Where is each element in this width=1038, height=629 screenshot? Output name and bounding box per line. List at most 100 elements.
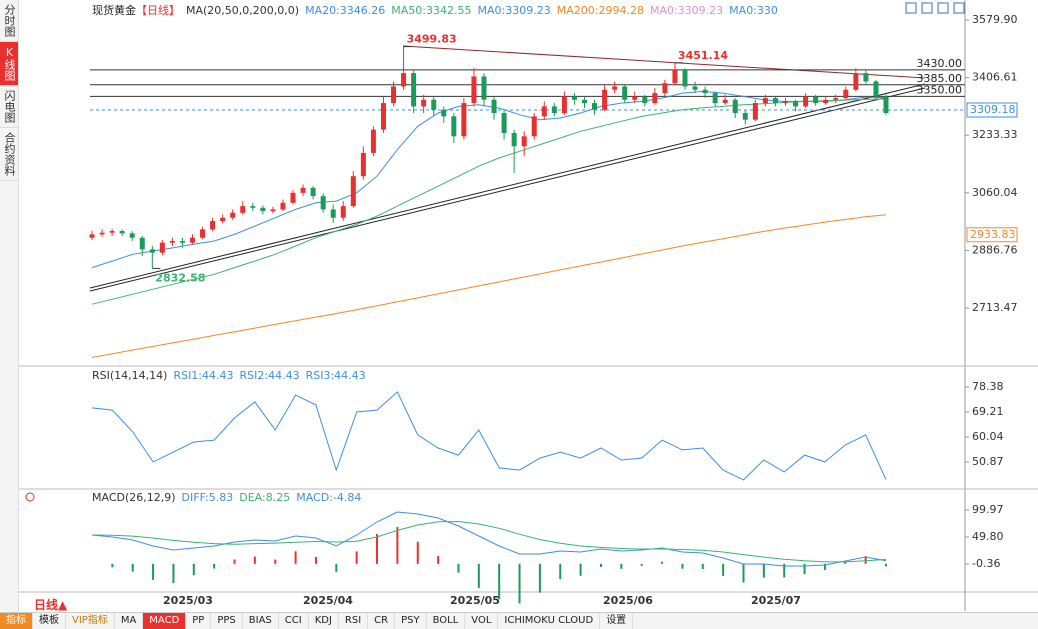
y-tick-label: 69.21	[972, 405, 1004, 418]
line-series	[91, 90, 887, 269]
chart: 3579.90 3406.61 3233.33 3060.04 2886.76 2713.…	[19, 0, 1038, 611]
icon[interactable]	[953, 2, 965, 14]
toolbar-tab[interactable]: PSY	[395, 613, 427, 629]
x-tick-label: 2025/07	[751, 594, 801, 607]
extreme-label: 3499.83	[407, 33, 457, 46]
indicator-toolbar: 指标 模板 VIP指标 MA MACD PP PPS BIAS CCI KDJ RSI CR PSY BO…	[0, 612, 1038, 629]
candle-body	[652, 93, 658, 104]
legend-item: DEA:8.25	[239, 491, 291, 504]
trend-line	[89, 87, 926, 292]
candle-body	[391, 86, 397, 104]
candle-body	[320, 196, 326, 210]
candle-body	[431, 99, 437, 110]
candle-body	[511, 132, 517, 147]
sidebar-tab[interactable]: K线图	[0, 42, 18, 86]
candle-body	[441, 109, 447, 117]
candle-body	[883, 96, 889, 114]
legend-item: MACD(26,12,9)	[92, 491, 176, 504]
candle-body	[853, 73, 859, 90]
candle-body	[380, 103, 386, 130]
candle-body	[501, 113, 507, 133]
candle-body	[772, 98, 778, 104]
toolbar-tab[interactable]: CCI	[279, 613, 309, 629]
candle-body	[330, 209, 336, 218]
candle-body	[833, 98, 839, 100]
icon[interactable]	[937, 2, 949, 14]
price-tag-label: 2933.83	[970, 228, 1016, 241]
toolbar-tab[interactable]: CR	[368, 613, 396, 629]
level-label: 3350.00	[917, 83, 963, 96]
toolbar-tab[interactable]: BOLL	[427, 613, 466, 629]
toolbar-tab[interactable]: MACD	[143, 613, 187, 629]
candle-body	[632, 96, 638, 100]
candle-body	[491, 99, 497, 114]
candle-body	[481, 76, 487, 100]
candle-body	[782, 101, 788, 104]
legend-item: RSI1:44.43	[173, 369, 234, 382]
candle-body	[471, 76, 477, 104]
toolbar-tab[interactable]: MA	[115, 613, 144, 629]
legend-item: MA20:3346.26	[305, 4, 386, 17]
candle-body	[803, 96, 809, 107]
candle-body	[210, 221, 216, 230]
toolbar-tab[interactable]: 指标	[0, 613, 33, 629]
toolbar-tab[interactable]: PP	[186, 613, 212, 629]
toolbar-icons[interactable]	[905, 2, 965, 14]
level-label: 3430.00	[917, 57, 963, 70]
candle-body	[290, 192, 296, 203]
candle-body	[89, 234, 95, 238]
toolbar-tab[interactable]: ICHIMOKU CLOUD	[498, 613, 601, 629]
candle-body	[813, 96, 819, 104]
x-tick-label: 2025/03	[163, 594, 213, 607]
period-label: 【日线】	[136, 4, 180, 17]
price-tag	[966, 227, 1018, 243]
candle-body	[551, 106, 557, 114]
y-tick-label: 78.38	[972, 380, 1004, 393]
candle-body	[220, 217, 226, 222]
candle-body	[109, 231, 115, 233]
legend-item: MA0:3309.23	[477, 4, 551, 17]
y-tick-label: 49.80	[972, 530, 1004, 543]
candle-body	[310, 187, 316, 197]
toolbar-tab[interactable]: KDJ	[309, 613, 339, 629]
candle-body	[672, 69, 678, 84]
toolbar-tab[interactable]: RSI	[339, 613, 369, 629]
toolbar-tab[interactable]: VIP指标	[66, 613, 115, 629]
candle-body	[732, 99, 738, 114]
candle-body	[360, 152, 366, 177]
candle-body	[823, 99, 829, 104]
candle-body	[370, 129, 376, 153]
candle-body	[411, 73, 417, 107]
extreme-label: 2832.58	[155, 271, 205, 284]
toolbar-tab[interactable]: 设置	[600, 613, 634, 629]
period-selector[interactable]: 日线▲	[34, 598, 68, 612]
toolbar-tab[interactable]: 模板	[33, 613, 66, 629]
candle-body	[260, 207, 266, 212]
sidebar-tab[interactable]: 闪电图	[0, 86, 18, 128]
candle-body	[179, 241, 185, 243]
settings-icon[interactable]	[25, 492, 35, 502]
legend-item: MA200:2994.28	[556, 4, 644, 17]
x-tick-label: 2025/06	[603, 594, 653, 607]
line-series	[91, 214, 887, 358]
candle-body	[873, 81, 879, 97]
line-series	[91, 520, 887, 563]
toolbar-tab[interactable]: PPS	[211, 613, 243, 629]
candle-body	[270, 209, 276, 212]
sidebar-tab[interactable]: 合约资料	[0, 128, 18, 181]
y-tick-label: 50.87	[972, 455, 1004, 468]
candle-body	[280, 202, 286, 210]
candle-body	[692, 86, 698, 90]
candle-body	[702, 89, 708, 94]
toolbar-tab[interactable]: BIAS	[243, 613, 279, 629]
toolbar-tab[interactable]: VOL	[465, 613, 499, 629]
y-tick-label: 3579.90	[972, 13, 1018, 26]
legend-item: DIFF:5.83	[181, 491, 234, 504]
rsi-legend: RSI(14,14,14) RSI1:44.43 RSI2:44.43 RSI3:44…	[92, 369, 372, 382]
icon[interactable]	[921, 2, 933, 14]
y-tick-label: 3233.33	[972, 128, 1018, 141]
extreme-label: 3451.14	[678, 49, 728, 62]
sidebar-tab[interactable]: 分时图	[0, 0, 18, 42]
icon[interactable]	[905, 2, 917, 14]
